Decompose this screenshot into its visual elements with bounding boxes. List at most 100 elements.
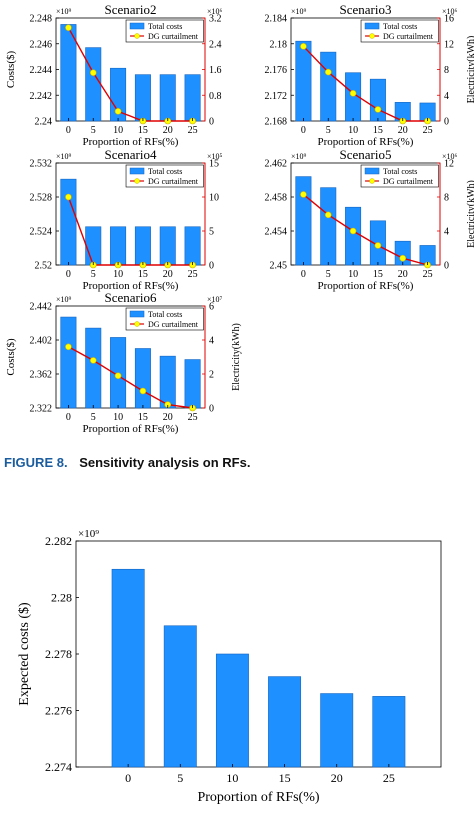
dg-curtailment-point (399, 254, 407, 262)
x-axis-label: Proportion of RFs(%) (83, 136, 179, 148)
y-tick-label: 2.172 (265, 91, 288, 102)
legend-box (125, 307, 204, 331)
x-tick-label: 25 (188, 269, 198, 280)
y-axis-label: Expected costs ($) (17, 602, 32, 706)
y2-tick-label: 15 (209, 159, 219, 170)
y2-exponent-label: ×10⁷ (207, 295, 223, 304)
x-tick-label: 10 (226, 771, 238, 785)
legend-label: Total costs (383, 167, 417, 176)
legend-swatch-bar (364, 22, 380, 30)
y2-tick-label: 1.6 (209, 65, 222, 76)
legend-label: Total costs (148, 310, 182, 319)
bar-total-costs (134, 226, 151, 266)
y2-exponent-label: ×10⁵ (207, 152, 223, 161)
bar-total-costs (184, 74, 201, 122)
y-tick-label: 2.18 (270, 39, 288, 50)
y2-tick-label: 12 (444, 39, 454, 50)
bar-total-costs (215, 653, 249, 768)
legend-swatch-marker (369, 33, 375, 39)
dg-curtailment-point (349, 90, 357, 97)
dg-curtailment-point (139, 387, 147, 395)
dg-curtailment-point (349, 227, 357, 235)
bar-total-costs (85, 327, 102, 409)
y-tick-label: 2.322 (30, 404, 53, 415)
x-tick-label: 20 (331, 771, 343, 785)
x-tick-label: 15 (373, 125, 383, 136)
x-axis-label: Proportion of RFs(%) (318, 280, 414, 292)
bar-total-costs (134, 74, 151, 122)
y-tick-label: 2.24 (35, 117, 53, 128)
y2-axis-label: Electricity(kWh) (231, 323, 242, 391)
y2-tick-label: 0 (444, 117, 449, 128)
y-tick-label: 2.248 (30, 14, 53, 25)
chart-title: Scenario3 (340, 2, 392, 17)
dg-curtailment-line (67, 196, 193, 266)
dg-curtailment-point (324, 211, 332, 219)
bar-total-costs (163, 625, 197, 768)
x-tick-label: 10 (348, 269, 358, 280)
legend-label: Total costs (148, 22, 182, 31)
x-tick-label: 15 (138, 412, 148, 423)
y2-tick-label: 12 (444, 159, 454, 170)
x-tick-label: 20 (398, 125, 408, 136)
legend-box (360, 19, 439, 43)
bar-total-costs (110, 226, 127, 266)
bar-total-costs (369, 78, 386, 122)
y-tick-label: 2.246 (30, 39, 53, 50)
chart-panel-6: 2.274 2.276 2.278 2.28 2.282 ×10⁹ 0 5 10 15 20 25 Pr… (17, 528, 442, 805)
dg-curtailment-point (300, 43, 307, 50)
bar-total-costs (345, 206, 362, 266)
dg-curtailment-point (89, 69, 97, 77)
bar-total-costs (184, 359, 201, 409)
x-tick-label: 10 (113, 125, 123, 136)
y-tick-label: 2.462 (265, 159, 288, 170)
y2-tick-label: 0 (444, 261, 449, 272)
bar-total-costs (159, 226, 176, 266)
y-tick-label: 2.362 (30, 370, 53, 381)
legend-box (360, 164, 439, 188)
y-tick-label: 2.282 (45, 534, 72, 548)
y-exponent-label: ×10⁹ (56, 295, 72, 304)
y-exponent-label: ×10⁹ (291, 7, 307, 16)
dg-curtailment-point (300, 191, 307, 198)
y-tick-label: 2.28 (51, 591, 72, 605)
y-exponent-label: ×10⁹ (56, 152, 72, 161)
bar-total-costs (60, 316, 77, 409)
dg-curtailment-line (302, 45, 428, 122)
bar-total-costs (159, 355, 176, 409)
bar-total-costs (111, 568, 145, 768)
y2-axis-label: Electricity(kWh) (466, 36, 474, 104)
x-tick-label: 25 (188, 412, 198, 423)
y-tick-label: 2.458 (265, 193, 288, 204)
y2-exponent-label: ×10⁶ (442, 152, 458, 161)
x-tick-label: 15 (279, 771, 291, 785)
legend-swatch-bar (129, 310, 145, 318)
dg-curtailment-point (114, 108, 122, 115)
legend-label: DG curtailment (148, 32, 199, 41)
legend-box (125, 19, 204, 43)
bar-total-costs (184, 226, 201, 266)
chart-panel-2: 2.168 2.172 2.176 2.18 2.184×10⁹ 0 4 8 12 16×10⁶ E… (265, 2, 474, 148)
bar-total-costs (320, 693, 354, 768)
y2-tick-label: 0.8 (209, 91, 222, 102)
x-tick-label: 20 (163, 412, 173, 423)
legend-label: DG curtailment (148, 177, 199, 186)
y2-tick-label: 0 (209, 261, 214, 272)
legend-swatch-bar (129, 22, 145, 30)
figure-caption-text: Sensitivity analysis on RFs. (79, 455, 251, 470)
y2-tick-label: 4 (209, 336, 214, 347)
x-axis-label: Proportion of RFs(%) (318, 136, 414, 148)
legend-swatch-bar (129, 167, 145, 175)
x-tick-label: 20 (163, 125, 173, 136)
y2-tick-label: 4 (444, 91, 449, 102)
y-tick-label: 2.176 (265, 65, 288, 76)
dg-curtailment-line (302, 193, 428, 266)
x-tick-label: 0 (301, 269, 306, 280)
y-tick-label: 2.454 (265, 227, 288, 238)
legend-swatch-marker (369, 178, 375, 184)
dg-curtailment-point (324, 68, 332, 76)
y-exponent-label: ×10⁹ (56, 7, 72, 16)
y-tick-label: 2.528 (30, 193, 53, 204)
x-tick-label: 5 (326, 269, 331, 280)
x-tick-label: 5 (177, 771, 183, 785)
